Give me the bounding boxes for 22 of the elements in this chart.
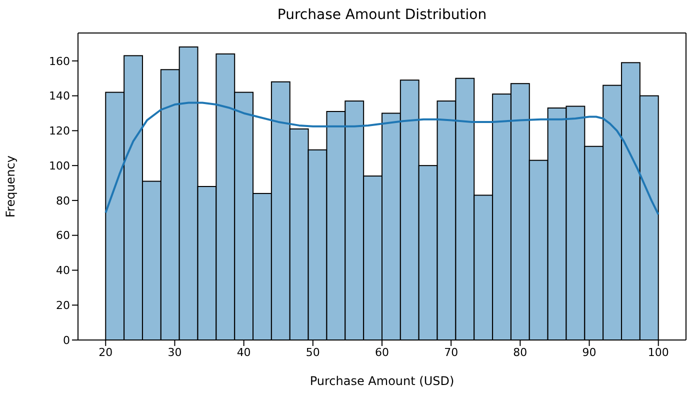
y-tick-label: 20 [56, 299, 70, 312]
x-tick-label: 40 [236, 346, 251, 359]
y-tick-label: 100 [49, 159, 70, 172]
x-tick-label: 20 [98, 346, 113, 359]
x-axis-title: Purchase Amount (USD) [310, 374, 454, 388]
y-tick-label: 120 [49, 124, 70, 138]
y-tick-label: 40 [56, 264, 70, 278]
y-tick-label: 140 [49, 90, 70, 103]
y-tick-label: 80 [56, 194, 70, 208]
x-tick-label: 50 [306, 346, 320, 359]
x-tick-label: 30 [168, 346, 182, 359]
x-tick-label: 100 [648, 346, 669, 359]
y-tick-label: 0 [63, 334, 70, 347]
x-tick-label: 80 [513, 346, 528, 359]
y-tick-label: 60 [56, 229, 70, 242]
line-series [104, 102, 660, 216]
x-tick-label: 70 [444, 346, 458, 359]
x-tick-label: 90 [582, 346, 596, 359]
x-tick-label: 60 [375, 346, 389, 359]
y-tick-label: 160 [49, 54, 70, 68]
y-axis-title: Frequency [3, 156, 18, 218]
chart-title: Purchase Amount Distribution [276, 7, 488, 23]
